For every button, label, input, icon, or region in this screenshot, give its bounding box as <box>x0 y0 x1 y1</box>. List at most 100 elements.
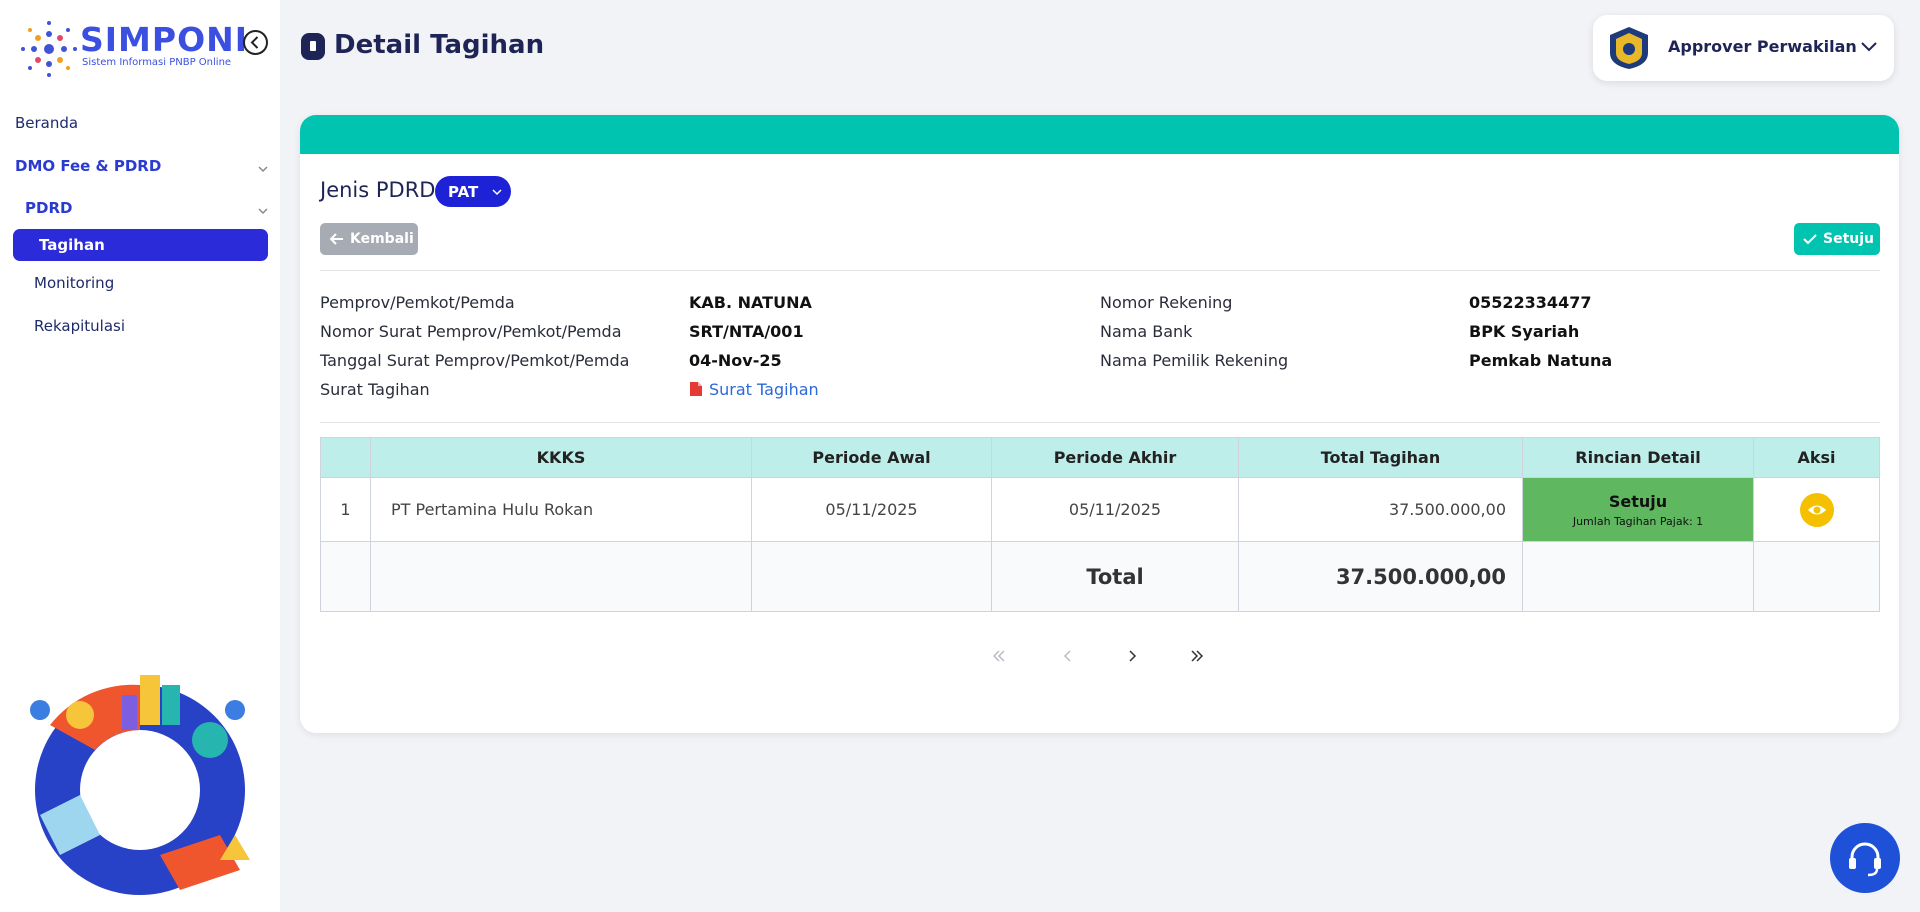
title-icon <box>301 33 325 60</box>
shape <box>1830 823 1900 893</box>
total-label: Total <box>991 541 1239 612</box>
header-cell: Periode Awal <box>751 437 992 478</box>
shape <box>35 57 41 63</box>
shape <box>30 700 50 720</box>
view-button[interactable] <box>1799 492 1834 527</box>
menu-item[interactable]: DMO Fee & PDRD <box>15 157 162 175</box>
header-cell <box>320 437 371 478</box>
header-cell: Aksi <box>1753 437 1880 478</box>
shape <box>80 730 200 850</box>
header-cell: Total Tagihan <box>1238 437 1523 478</box>
empty-cell <box>751 541 992 612</box>
shape <box>21 47 25 51</box>
detail-value: KAB. NATUNA <box>689 293 812 312</box>
shape <box>66 701 94 729</box>
shape <box>61 46 67 52</box>
menu-item[interactable]: Beranda <box>15 114 79 132</box>
shape <box>46 31 52 37</box>
header-cell: Periode Akhir <box>991 437 1239 478</box>
detail-value: 04-Nov-25 <box>689 351 782 370</box>
shape <box>220 835 250 860</box>
detail-value: SRT/NTA/001 <box>689 322 804 341</box>
shape <box>310 41 316 51</box>
shape <box>1850 842 1880 863</box>
cell-total: 37.500.000,00 <box>1238 477 1523 542</box>
shape <box>1861 42 1877 52</box>
header-cell: KKKS <box>370 437 752 478</box>
empty-cell <box>320 541 371 612</box>
detail-label: Nomor Rekening <box>1100 293 1233 312</box>
first-page[interactable] <box>992 650 1005 662</box>
shape <box>28 28 32 32</box>
pagination <box>992 650 1204 662</box>
cell-status: Setuju Jumlah Tagihan Pajak: 1 <box>1522 477 1754 542</box>
menu-item[interactable]: Monitoring <box>34 274 115 292</box>
filter-value: PAT <box>448 183 479 201</box>
shape <box>250 36 259 49</box>
shape: KKKS Periode Awal Periode Akhir Total Ta… <box>320 437 1880 478</box>
active-menu-bg[interactable] <box>13 229 268 261</box>
shape <box>258 166 268 173</box>
detail-label: Pemprov/Pemkot/Pemda <box>320 293 515 312</box>
pdf-icon <box>690 382 702 396</box>
detail-value: 05522334477 <box>1469 293 1592 312</box>
back-label: Kembali <box>350 231 414 247</box>
total-row: Total 37.500.000,00 <box>320 541 1880 612</box>
collapse-button[interactable] <box>242 29 269 56</box>
empty-cell <box>370 541 752 612</box>
logo-subtitle: Sistem Informasi PNBP Online <box>82 57 232 68</box>
shape <box>1849 858 1856 869</box>
approve-button[interactable]: Setuju <box>1794 223 1880 255</box>
back-button[interactable]: Kembali <box>320 223 418 255</box>
cell-kkks: PT Pertamina Hulu Rokan <box>370 477 752 542</box>
user-menu[interactable]: Approver Perwakilan <box>1593 15 1894 81</box>
last-page[interactable] <box>1191 650 1204 662</box>
cell-start: 05/11/2025 <box>751 477 992 542</box>
menu-item[interactable]: PDRD <box>25 199 73 217</box>
chevron <box>492 189 502 196</box>
detail-value: BPK Syariah <box>1469 322 1580 341</box>
logo-title: SIMPONI <box>80 20 249 59</box>
shape <box>57 35 63 41</box>
header-cell: Rincian Detail <box>1522 437 1754 478</box>
cell-end: 05/11/2025 <box>991 477 1239 542</box>
next-page[interactable] <box>1129 650 1137 662</box>
illustration <box>30 675 250 895</box>
chevron <box>258 166 268 173</box>
filter-select[interactable]: PAT <box>435 176 511 207</box>
shape <box>160 835 240 890</box>
shape <box>698 382 702 386</box>
bill-table: KKKS Periode Awal Periode Akhir Total Ta… <box>320 437 1880 612</box>
sidebar: SIMPONI Sistem Informasi PNBP Online Ber… <box>0 0 280 912</box>
status-text: Setuju <box>1608 491 1668 511</box>
file-link[interactable]: Surat Tagihan <box>689 380 819 399</box>
shape <box>992 650 1071 662</box>
cell-action <box>1753 477 1880 542</box>
empty-cell <box>1522 541 1754 612</box>
shape <box>192 722 228 758</box>
table-body: 1 PT Pertamina Hulu Rokan 05/11/2025 05/11/… <box>320 477 1880 612</box>
shape <box>73 47 77 51</box>
shape <box>1867 868 1879 877</box>
shape <box>47 73 51 77</box>
shape <box>46 61 52 67</box>
menu-item[interactable]: Rekapitulasi <box>34 317 126 335</box>
shape <box>40 795 100 855</box>
logo-icon <box>21 21 77 77</box>
page-title: Detail Tagihan <box>334 30 545 60</box>
divider <box>320 270 1880 271</box>
status-note: Jumlah Tagihan Pajak: 1 <box>1572 514 1704 528</box>
prev-page[interactable] <box>1063 650 1071 662</box>
detail-label: Nama Pemilik Rekening <box>1100 351 1289 370</box>
card: Jenis PDRD PAT Kembali Setuju KKKS Perio… <box>300 115 1899 733</box>
cell-no: 1 <box>320 477 371 542</box>
shape <box>330 233 343 245</box>
menu-item[interactable]: Tagihan <box>39 236 105 254</box>
approve-label: Setuju <box>1823 231 1875 247</box>
detail-label: Nama Bank <box>1100 322 1193 341</box>
shape <box>31 46 37 52</box>
divider <box>320 422 1880 423</box>
arrow-icon <box>330 233 343 245</box>
help-button[interactable] <box>1830 823 1900 893</box>
